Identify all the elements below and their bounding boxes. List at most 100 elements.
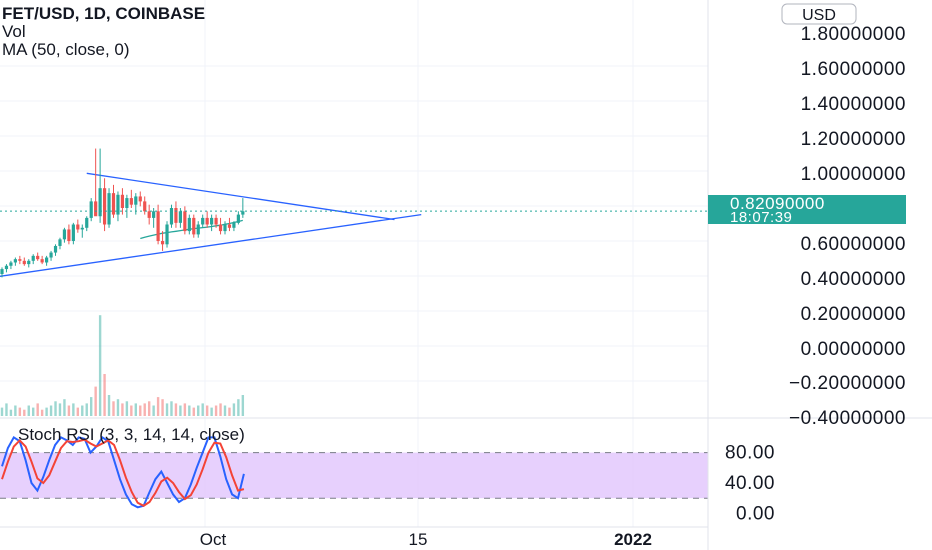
candle-body (102, 188, 107, 225)
vol-indicator-label[interactable]: Vol (2, 22, 26, 41)
volume-bar (161, 399, 164, 416)
trendline[interactable] (86, 172, 395, 221)
candle (62, 227, 67, 243)
candle-body (241, 211, 245, 215)
rsi-axis[interactable]: 80.00 40.00 0.00 (725, 443, 775, 525)
candle (187, 214, 191, 235)
candle (196, 221, 200, 238)
candle-body (125, 198, 129, 208)
candle (192, 214, 196, 238)
volume-bar (85, 403, 88, 416)
volume-bar (116, 399, 120, 416)
volume-bar (63, 399, 66, 416)
currency-button[interactable]: USD (781, 3, 857, 25)
candle (102, 178, 107, 232)
candle-body (62, 229, 67, 240)
trendlines[interactable] (0, 172, 422, 278)
volume-bar (228, 407, 231, 416)
candle (129, 189, 133, 208)
volume-bar (170, 401, 173, 416)
price-tick-label: 0.60000000 (801, 234, 906, 255)
stoch-rsi-pane (0, 435, 708, 509)
volume-bar (232, 403, 236, 416)
volume-bar (5, 403, 8, 416)
volume-bar (179, 405, 182, 416)
time-tick-label: Oct (200, 530, 227, 549)
main-grid (0, 0, 708, 527)
price-tick-label: 0.20000000 (801, 304, 906, 325)
volume-bar (156, 397, 160, 416)
candle-body (40, 259, 44, 263)
candle-body (36, 255, 40, 260)
ma-line (140, 219, 243, 240)
candle (160, 231, 165, 251)
price-tick-label: 1.80000000 (801, 24, 906, 45)
bar-countdown: 18:07:39 (730, 209, 792, 226)
trendline[interactable] (0, 213, 422, 278)
candle-body (187, 217, 191, 232)
volume-bar (67, 405, 71, 416)
candle (67, 224, 71, 245)
candle (31, 254, 35, 265)
ma-indicator-label[interactable]: MA (50, close, 0) (2, 40, 130, 59)
candle (152, 207, 156, 228)
rsi-k-line (1, 435, 245, 509)
volume-bar (125, 401, 129, 416)
volume-bar (139, 405, 142, 416)
candle-body (134, 196, 138, 205)
price-tick-label: 1.20000000 (801, 129, 906, 150)
price-axis[interactable]: 1.80000000 1.60000000 1.40000000 1.20000000… (789, 24, 906, 429)
candle-body (9, 262, 13, 266)
candle-body (196, 224, 200, 235)
candle (27, 259, 31, 268)
candle-body (94, 201, 98, 217)
volume-bar (45, 407, 48, 416)
volume-bar (205, 405, 209, 416)
candle (58, 237, 62, 250)
time-tick-label: 15 (409, 530, 428, 549)
candle-body (152, 211, 156, 218)
volume-bar (32, 407, 35, 416)
stoch-rsi-title[interactable]: Stoch RSI (3, 3, 14, 14, close) (18, 425, 245, 444)
candle-body (138, 196, 142, 202)
volume-bar (76, 407, 80, 416)
volume-bar (241, 395, 245, 416)
candle-body (169, 207, 174, 225)
volume-bar (130, 405, 133, 416)
price-tick-label: 0.00000000 (801, 339, 906, 360)
candle (125, 194, 129, 218)
candle (236, 211, 240, 225)
volume-bar (23, 409, 26, 416)
candle-body (147, 211, 151, 218)
volume-bar (201, 403, 204, 416)
price-tick-label: 1.00000000 (801, 164, 906, 185)
volume-bar (18, 407, 22, 416)
currency-button-label[interactable]: USD (802, 7, 836, 24)
candle-body (210, 217, 214, 225)
candle (45, 255, 49, 266)
volume-bar (72, 403, 75, 416)
candle (22, 257, 26, 266)
volume-bar (103, 374, 106, 416)
rsi-tick-label: 0.00 (736, 503, 775, 524)
rsi-band (0, 452, 708, 499)
volume-bar (27, 405, 30, 416)
rsi-tick-label: 40.00 (725, 473, 775, 494)
candle-body (13, 259, 17, 263)
chart-title[interactable]: FET/USD, 1D, COINBASE (2, 4, 205, 23)
volume-bar (152, 405, 155, 416)
candle-body (80, 227, 84, 230)
time-tick-label: 2022 (614, 530, 652, 549)
volume-bar (98, 315, 102, 416)
candle (53, 244, 58, 256)
volume-bar (219, 403, 222, 416)
volume-bar (14, 405, 17, 416)
volume-bar (192, 407, 195, 416)
rsi-tick-label: 80.00 (725, 443, 775, 464)
volume-bar (94, 386, 97, 416)
volume-bar (147, 401, 151, 416)
volume-bar (81, 405, 84, 416)
volume-bar (188, 405, 191, 416)
time-axis[interactable]: Oct 15 2022 (200, 530, 652, 549)
volume-bar (223, 405, 227, 416)
